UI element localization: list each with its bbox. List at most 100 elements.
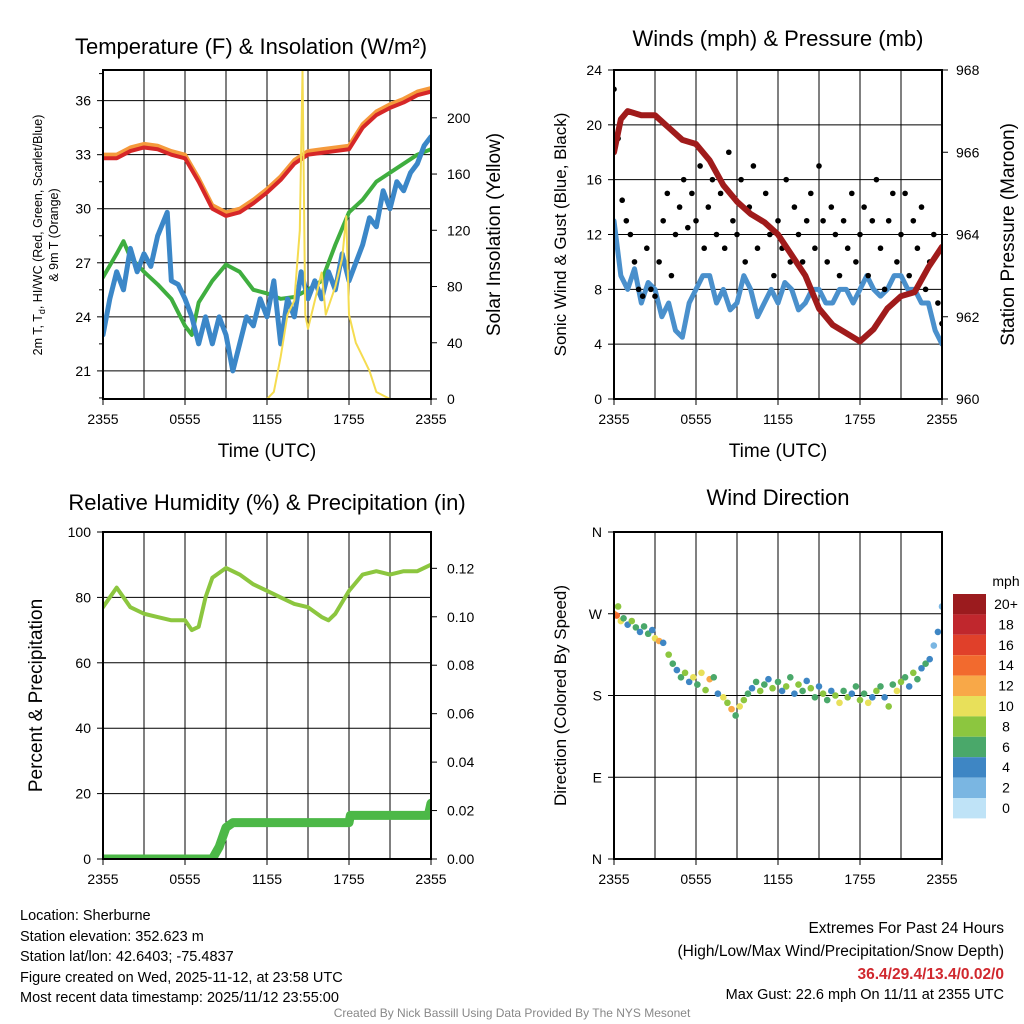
series-station-pressure: [614, 108, 942, 345]
colorbar-label: 8: [1002, 718, 1010, 734]
direction-point: [811, 694, 819, 701]
direction-point: [828, 687, 835, 695]
x-tick-label: 2355: [87, 411, 118, 427]
direction-point: [836, 699, 843, 707]
max-gust: Max Gust: 22.6 mph On 11/11 at 2355 UTC: [725, 987, 1004, 1003]
colorbar-label: 4: [1002, 759, 1010, 775]
gust-point: [828, 204, 835, 210]
y2-tick-label: 0.00: [447, 851, 474, 867]
y2-tick-label: 160: [447, 166, 471, 182]
extremes-legend: (High/Low/Max Wind/Precipitation/Snow De…: [677, 943, 1005, 960]
gust-point: [799, 259, 806, 265]
y2-tick-label: 0.04: [447, 754, 474, 770]
direction-point: [873, 687, 880, 695]
gust-point: [820, 217, 826, 224]
y-axis-label: 2m T, Td, HI/WC (Red, Green, Scarlet/Blu…: [31, 115, 47, 356]
gust-point: [656, 259, 662, 265]
panel-1: Temperature (F) & Insolation (W/m²) 21 24 2…: [31, 34, 505, 462]
colorbar-swatch: [953, 757, 986, 778]
y-tick-label: 21: [75, 363, 91, 379]
direction-point: [698, 669, 705, 677]
direction-point: [669, 660, 677, 668]
y-tick-label: E: [593, 769, 602, 785]
direction-point: [756, 687, 764, 695]
gust-point: [894, 259, 900, 265]
y2-tick-label: 0.06: [447, 706, 474, 722]
gust-point: [705, 204, 712, 210]
direction-point: [922, 660, 929, 668]
colorbar-swatch: [953, 614, 986, 635]
gust-point: [902, 190, 908, 197]
direction-point: [710, 674, 718, 681]
series-solar-insolation: [103, 70, 431, 399]
y-tick-label: 12: [586, 227, 602, 243]
y-tick-label: N: [592, 851, 602, 867]
chart-title: Temperature (F) & Insolation (W/m²): [75, 34, 427, 59]
y2-axis-label: Station Pressure (Maroon): [998, 123, 1019, 346]
direction-point: [848, 690, 856, 697]
direction-point: [665, 651, 672, 658]
x-tick-label: 2355: [926, 871, 957, 887]
gust-point: [676, 204, 683, 210]
y2-tick-label: 200: [447, 110, 471, 126]
y2-tick-label: 966: [956, 144, 980, 160]
location: Location: Sherburne: [20, 908, 151, 924]
colorbar-swatch: [953, 736, 986, 758]
colorbar-label: 16: [998, 637, 1014, 653]
gust-point: [631, 259, 638, 265]
direction-point: [740, 696, 748, 704]
station-info: Location: Sherburne Station elevation: 3…: [20, 906, 343, 1009]
direction-point: [782, 683, 790, 690]
x-tick-label: 0555: [680, 871, 711, 887]
gust-point: [664, 190, 671, 197]
colorbar-label: 0: [1002, 800, 1010, 816]
direction-point: [881, 694, 888, 701]
x-tick-label: 2355: [598, 411, 629, 427]
direction-point: [905, 683, 913, 690]
gust-point: [824, 259, 830, 265]
y-tick-label: 33: [75, 147, 91, 163]
direction-point: [778, 687, 786, 695]
gust-point: [750, 163, 757, 169]
gust-point: [726, 149, 732, 156]
chart-title: Wind Direction: [706, 485, 849, 510]
extremes-box: Extremes For Past 24 Hours (High/Low/Max…: [678, 917, 1005, 1005]
direction-point: [926, 655, 933, 663]
x-tick-label: 1155: [763, 871, 793, 887]
recent: Most recent data timestamp: 2025/11/12 2…: [20, 990, 339, 1006]
direction-point: [799, 687, 806, 695]
gust-point: [898, 231, 904, 238]
colorbar-swatch: [953, 655, 986, 676]
x-tick-label: 1155: [763, 411, 793, 427]
gust-point: [701, 245, 707, 252]
direction-point: [752, 678, 760, 686]
x-tick-label: 1755: [333, 871, 364, 887]
direction-point: [869, 694, 876, 701]
direction-point: [720, 694, 727, 701]
gust-point: [693, 217, 699, 224]
direction-point: [732, 712, 739, 719]
gust-point: [660, 217, 666, 224]
gust-point: [791, 204, 798, 210]
gust-point: [652, 293, 658, 299]
direction-point: [677, 674, 685, 681]
gust-point: [627, 231, 634, 238]
direction-point: [823, 696, 831, 704]
y-tick-label: 24: [75, 309, 91, 325]
y2-tick-label: 40: [447, 335, 463, 351]
gust-point: [857, 231, 863, 238]
direction-point: [765, 675, 772, 683]
plot-frame: [613, 531, 943, 860]
direction-point: [840, 687, 847, 695]
gust-point: [668, 272, 675, 279]
direction-point: [659, 639, 667, 647]
gust-point: [844, 245, 851, 252]
series-9m-t: [103, 86, 431, 215]
colorbar-swatch: [953, 716, 986, 737]
plot-frame: [102, 69, 432, 400]
gust-point: [877, 245, 884, 252]
colorbar-swatch: [953, 696, 986, 717]
direction-point: [934, 628, 942, 636]
gust-point: [619, 197, 625, 204]
